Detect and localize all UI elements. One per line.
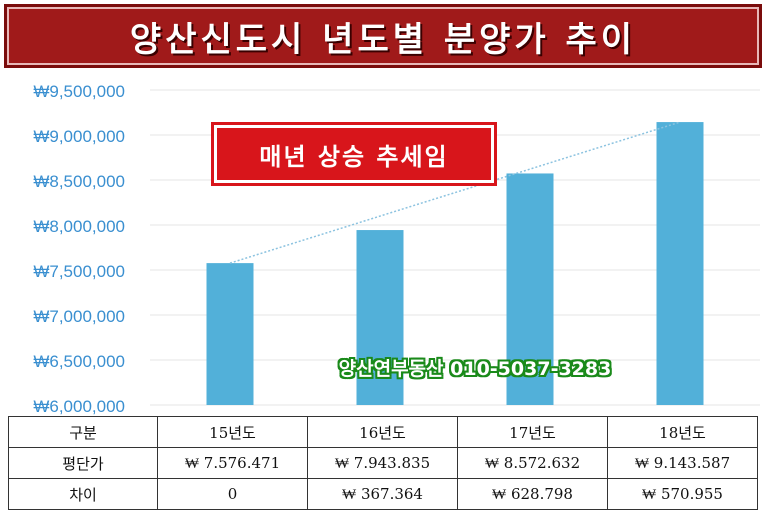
table-cell: 15년도: [157, 416, 308, 448]
table-cell: 18년도: [607, 416, 758, 448]
table-cell: ₩ 7.943.835: [307, 447, 458, 479]
bar: [356, 230, 404, 405]
row-label: 구분: [8, 416, 158, 448]
table-row: 구분 15년도 16년도 17년도 18년도: [8, 416, 758, 448]
row-label: 차이: [8, 478, 158, 510]
table-cell: ₩ 7.576.471: [157, 447, 308, 479]
y-axis-ticks: ₩6,000,000 ₩6,500,000 ₩7,000,000 ₩7,500,000…: [33, 82, 125, 415]
table-cell: 0: [157, 478, 308, 510]
row-label: 평단가: [8, 447, 158, 479]
table-cell: ₩ 8.572.632: [457, 447, 608, 479]
y-tick-label: ₩7,500,000: [33, 262, 125, 281]
bar-chart: ₩6,000,000 ₩6,500,000 ₩7,000,000 ₩7,500,000…: [33, 82, 760, 415]
table-row: 평단가 ₩ 7.576.471 ₩ 7.943.835 ₩ 8.572.632 …: [8, 447, 758, 479]
contact-label: 양산연부동산 010-5037-3283: [320, 350, 630, 384]
title-box: 양산신도시 년도별 분양가 추이: [4, 4, 762, 68]
y-tick-label: ₩8,000,000: [33, 217, 125, 236]
bars: [206, 122, 704, 405]
y-tick-label: ₩7,000,000: [33, 307, 125, 326]
y-tick-label: ₩9,500,000: [33, 82, 125, 101]
table-cell: ₩ 628.798: [457, 478, 608, 510]
trend-line: [229, 121, 681, 264]
bar: [506, 173, 554, 405]
y-tick-label: ₩6,500,000: [33, 352, 125, 371]
bar: [206, 263, 254, 405]
y-tick-label: ₩9,000,000: [33, 127, 125, 146]
title-bar: 양산신도시 년도별 분양가 추이: [0, 0, 766, 70]
trend-badge: 매년 상승 추세임: [211, 122, 497, 186]
y-tick-label: ₩8,500,000: [33, 172, 125, 191]
table-row: 차이 0 ₩ 367.364 ₩ 628.798 ₩ 570.955: [8, 478, 758, 510]
trend-badge-text: 매년 상승 추세임: [259, 142, 449, 171]
trendline: [229, 121, 681, 264]
table-cell: 17년도: [457, 416, 608, 448]
y-tick-label: ₩6,000,000: [33, 397, 125, 415]
table-cell: ₩ 367.364: [307, 478, 458, 510]
table-cell: ₩ 9.143.587: [607, 447, 758, 479]
contact-text: 양산연부동산 010-5037-3283: [338, 357, 612, 380]
table-cell: 16년도: [307, 416, 458, 448]
bar: [656, 122, 704, 405]
table-cell: ₩ 570.955: [607, 478, 758, 510]
chart-title: 양산신도시 년도별 분양가 추이: [129, 19, 637, 60]
price-table: 구분 15년도 16년도 17년도 18년도 평단가 ₩ 7.576.471 ₩…: [8, 416, 758, 510]
